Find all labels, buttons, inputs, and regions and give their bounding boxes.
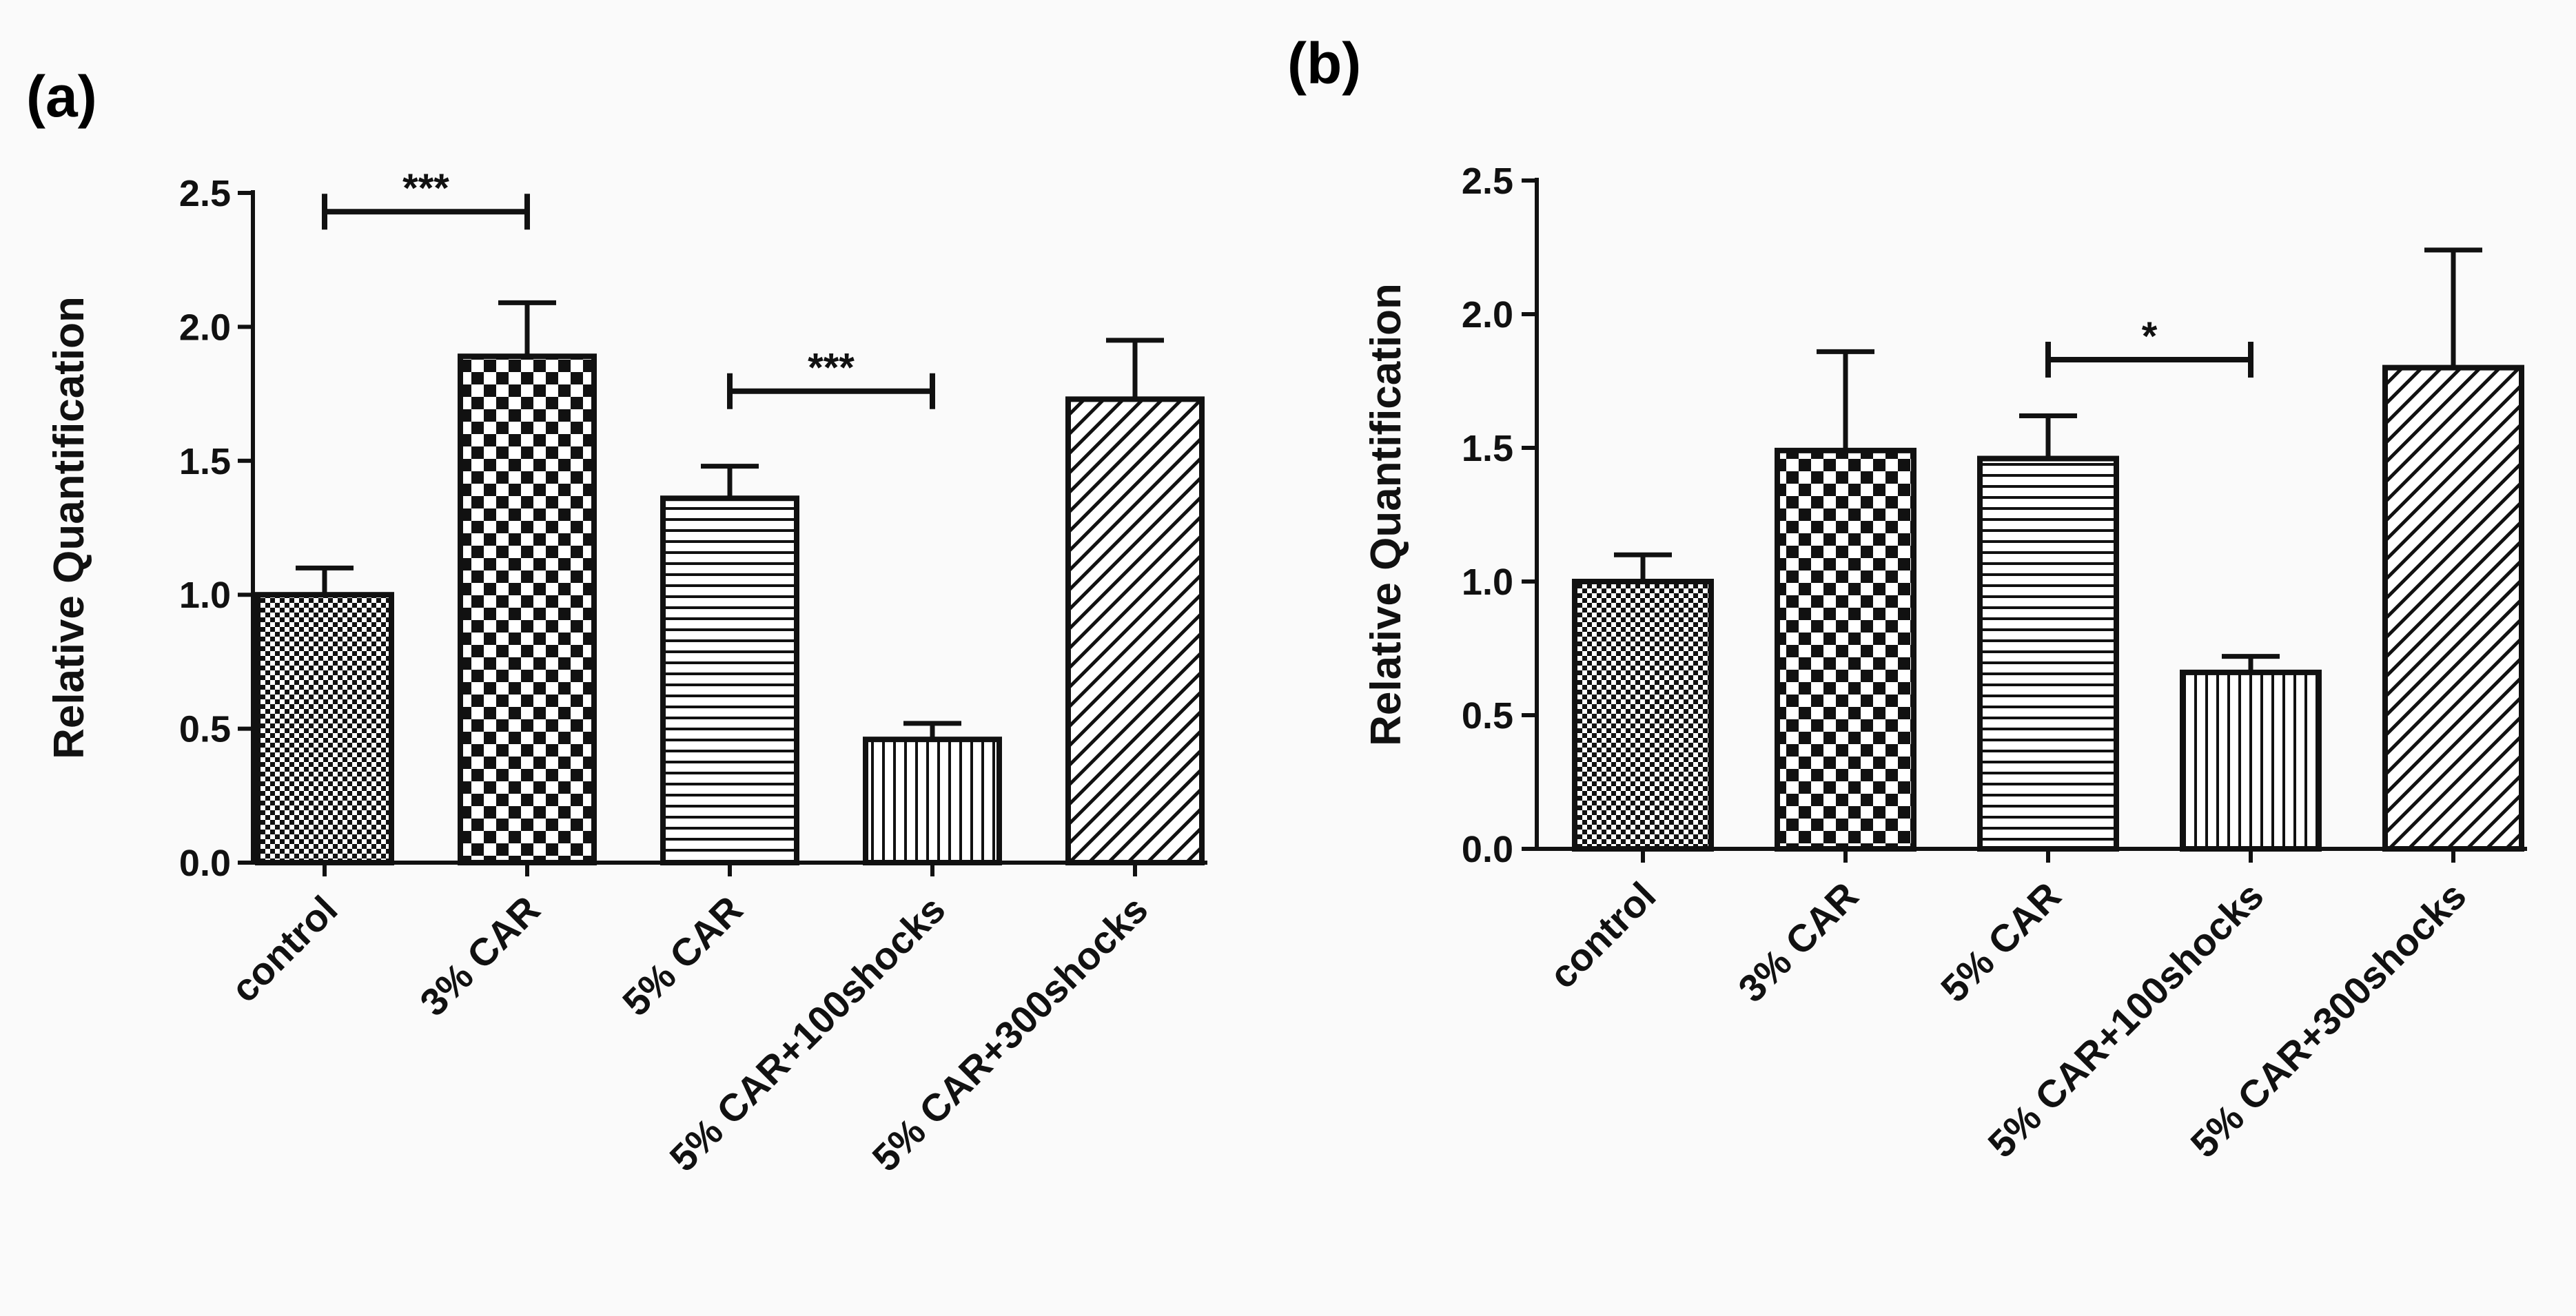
panel-b-background [1288, 0, 2576, 1316]
y-tick-label: 0.5 [179, 709, 231, 750]
y-tick-label: 1.0 [1462, 562, 1513, 603]
significance-label: * [2142, 314, 2158, 359]
significance-label: *** [808, 346, 855, 391]
y-axis-label: Relative Quantification [1362, 283, 1410, 746]
x-tick-label: 3% CAR [1730, 874, 1867, 1011]
chart-b: 0.0 0.5 1.0 1.5 2.0 2.5 Relative Quantificatio… [1362, 161, 2527, 1166]
y-tick-label: 2.0 [179, 307, 231, 348]
x-tick-label: control [1541, 874, 1664, 997]
y-tick-label: 0.0 [179, 843, 231, 884]
bar [660, 495, 799, 865]
y-tick-label: 1.0 [179, 575, 231, 616]
y-tick-label: 1.5 [1462, 428, 1513, 469]
bar [2180, 669, 2322, 852]
y-tick-label: 2.5 [1462, 161, 1513, 202]
x-tick-label: 5% CAR [1932, 874, 2069, 1011]
bar [1977, 455, 2119, 852]
bar [458, 353, 597, 865]
chart-a: 0.0 0.5 1.0 1.5 2.0 2.5 Relative Quantificatio… [45, 166, 1207, 1180]
x-tick-label: control [223, 887, 346, 1011]
bar [1065, 396, 1205, 865]
y-tick-label: 0.0 [1462, 829, 1513, 870]
significance-label: *** [402, 166, 449, 211]
panel-label-b: (b) [1287, 31, 1362, 96]
bar [1572, 579, 1714, 852]
y-tick-label: 1.5 [179, 441, 231, 482]
x-tick-label: 5% CAR [614, 887, 751, 1025]
bar [2382, 364, 2524, 852]
y-axis-label: Relative Quantification [45, 296, 93, 759]
x-tick-label: 3% CAR [411, 887, 549, 1025]
y-tick-label: 2.5 [179, 173, 231, 214]
bar [255, 592, 394, 865]
panel-label-a: (a) [26, 64, 97, 129]
bar [1775, 447, 1916, 852]
y-tick-label: 2.0 [1462, 294, 1513, 336]
y-tick-label: 0.5 [1462, 695, 1513, 737]
bar [863, 737, 1002, 865]
